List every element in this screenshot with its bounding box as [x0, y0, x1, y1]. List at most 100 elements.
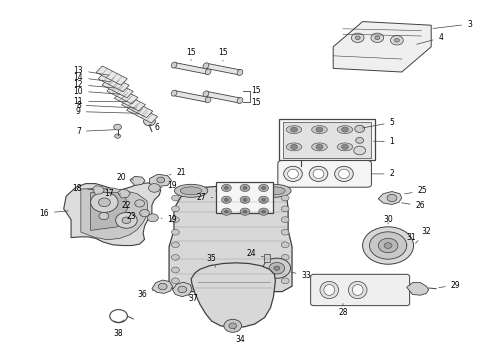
- Ellipse shape: [339, 169, 349, 179]
- Text: 8: 8: [76, 101, 134, 110]
- Circle shape: [147, 214, 158, 222]
- Polygon shape: [102, 78, 133, 98]
- Polygon shape: [173, 63, 209, 74]
- Circle shape: [243, 210, 247, 213]
- Circle shape: [384, 243, 392, 248]
- Ellipse shape: [312, 126, 327, 134]
- Polygon shape: [172, 282, 192, 297]
- Circle shape: [281, 229, 289, 235]
- Circle shape: [375, 36, 380, 40]
- Circle shape: [172, 229, 179, 235]
- Bar: [279, 119, 375, 160]
- Circle shape: [369, 232, 407, 259]
- Text: 15: 15: [186, 48, 196, 60]
- Circle shape: [354, 146, 366, 155]
- Circle shape: [221, 184, 231, 192]
- Text: 30: 30: [383, 215, 393, 224]
- Ellipse shape: [216, 184, 249, 197]
- Ellipse shape: [180, 187, 202, 195]
- Polygon shape: [107, 85, 138, 104]
- Text: 1: 1: [374, 137, 394, 146]
- FancyBboxPatch shape: [278, 161, 371, 187]
- Polygon shape: [81, 188, 148, 240]
- Text: 15: 15: [251, 98, 261, 107]
- Circle shape: [178, 286, 187, 293]
- Text: 3: 3: [433, 20, 472, 29]
- Circle shape: [240, 196, 250, 203]
- Text: 4: 4: [416, 33, 443, 44]
- Polygon shape: [283, 122, 371, 158]
- Text: 2: 2: [371, 170, 394, 179]
- Circle shape: [356, 138, 364, 143]
- Circle shape: [316, 144, 323, 149]
- Bar: [264, 254, 270, 262]
- Text: 25: 25: [405, 186, 427, 195]
- Circle shape: [262, 198, 266, 201]
- Polygon shape: [98, 72, 129, 92]
- Circle shape: [281, 206, 289, 212]
- Circle shape: [158, 283, 167, 290]
- Ellipse shape: [205, 69, 211, 75]
- Circle shape: [172, 278, 179, 284]
- Circle shape: [243, 198, 247, 201]
- Ellipse shape: [258, 184, 291, 197]
- Ellipse shape: [320, 282, 339, 299]
- Polygon shape: [91, 193, 127, 230]
- Text: 15: 15: [218, 49, 228, 61]
- Text: 34: 34: [234, 328, 245, 343]
- Polygon shape: [118, 189, 130, 198]
- Text: 24: 24: [246, 249, 264, 258]
- Ellipse shape: [203, 63, 209, 69]
- Circle shape: [224, 186, 228, 189]
- Polygon shape: [407, 283, 429, 295]
- Ellipse shape: [352, 284, 363, 295]
- Ellipse shape: [286, 143, 302, 151]
- Circle shape: [391, 36, 403, 45]
- Text: 20: 20: [117, 173, 133, 182]
- Circle shape: [140, 210, 149, 217]
- Ellipse shape: [205, 97, 211, 103]
- Circle shape: [263, 258, 291, 278]
- Circle shape: [342, 127, 348, 132]
- Ellipse shape: [171, 90, 177, 96]
- Circle shape: [148, 184, 160, 192]
- Circle shape: [342, 144, 348, 149]
- Circle shape: [172, 267, 179, 273]
- Text: 32: 32: [416, 227, 431, 243]
- Ellipse shape: [337, 143, 353, 151]
- Circle shape: [172, 255, 179, 260]
- Ellipse shape: [324, 284, 335, 295]
- Circle shape: [269, 262, 285, 274]
- Polygon shape: [126, 104, 158, 123]
- Circle shape: [221, 208, 231, 215]
- Polygon shape: [114, 92, 146, 111]
- Circle shape: [355, 125, 365, 132]
- Polygon shape: [130, 176, 145, 185]
- Circle shape: [240, 184, 250, 192]
- Ellipse shape: [337, 126, 353, 134]
- Circle shape: [224, 198, 228, 201]
- Polygon shape: [96, 66, 127, 85]
- Circle shape: [172, 217, 179, 222]
- Text: 35: 35: [207, 254, 217, 267]
- Circle shape: [221, 196, 231, 203]
- Text: 9: 9: [76, 107, 139, 116]
- Text: 13: 13: [74, 66, 109, 75]
- Text: 10: 10: [74, 87, 120, 96]
- Ellipse shape: [288, 169, 298, 179]
- Circle shape: [172, 195, 179, 201]
- Text: 22: 22: [122, 202, 137, 210]
- Circle shape: [281, 195, 289, 201]
- Circle shape: [224, 210, 228, 213]
- Text: 33: 33: [292, 271, 311, 280]
- Circle shape: [122, 217, 131, 224]
- Circle shape: [259, 196, 269, 203]
- Circle shape: [99, 212, 109, 220]
- FancyBboxPatch shape: [311, 274, 410, 306]
- Circle shape: [224, 319, 242, 332]
- Ellipse shape: [286, 126, 302, 134]
- Circle shape: [172, 242, 179, 248]
- Circle shape: [281, 267, 289, 273]
- Text: 29: 29: [439, 281, 461, 289]
- Circle shape: [371, 33, 384, 42]
